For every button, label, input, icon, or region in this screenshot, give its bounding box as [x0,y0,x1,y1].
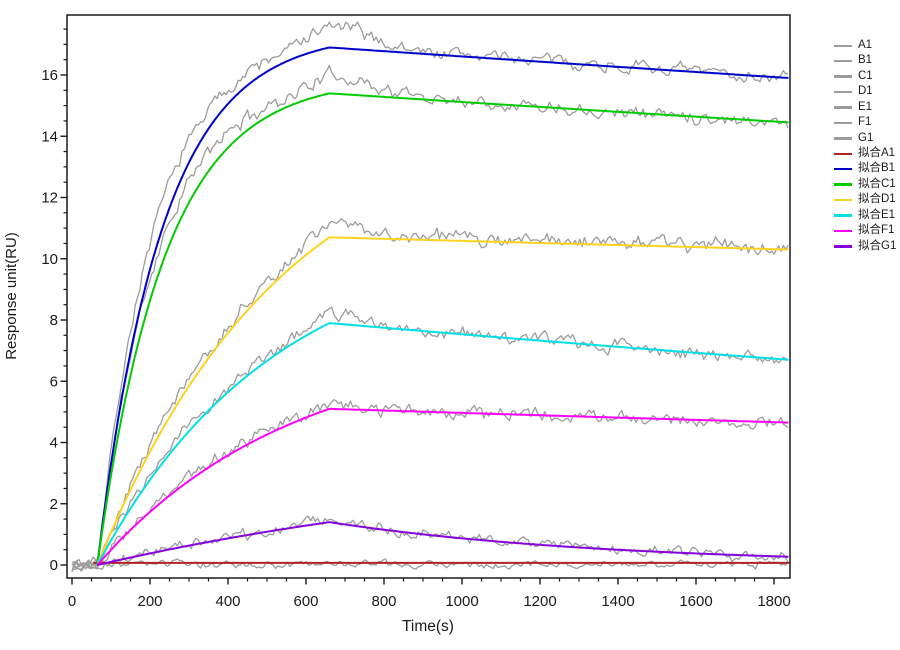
legend-swatch-icon [834,214,852,217]
series-curves [71,21,790,573]
legend-item-拟合F1: 拟合F1 [834,223,896,238]
legend-label: C1 [858,69,873,82]
legend-item-F1: F1 [834,115,896,130]
raw-series-G1 [71,515,789,570]
legend-label: 拟合G1 [858,239,897,252]
raw-series-E1 [71,306,789,572]
legend-swatch-icon [834,59,852,63]
legend-swatch-icon [834,121,852,125]
legend-label: D1 [858,85,873,98]
legend-swatch-icon [834,90,852,94]
legend-item-拟合C1: 拟合C1 [834,177,896,192]
x-tick-label: 200 [137,593,162,610]
legend-label: 拟合A1 [858,147,896,160]
fit-series-拟合D1 [96,236,789,566]
legend-item-B1: B1 [834,53,896,68]
legend-swatch-icon [834,168,852,171]
x-tick-label: 0 [68,593,76,610]
legend-label: 拟合C1 [858,177,896,190]
legend-label: G1 [858,131,874,144]
legend-label: B1 [858,54,873,67]
y-tick-label: 8 [50,312,58,329]
legend-label: 拟合B1 [858,162,896,175]
fit-series-拟合C1 [96,92,789,566]
raw-series-D1 [71,218,789,570]
x-tick-label: 1800 [757,593,790,610]
legend-item-拟合E1: 拟合E1 [834,208,896,223]
legend-item-G1: G1 [834,131,896,146]
legend-label: 拟合F1 [858,224,895,237]
x-tick-label: 800 [371,593,396,610]
raw-series-F1 [71,398,789,572]
legend-item-C1: C1 [834,69,896,84]
x-tick-label: 400 [215,593,240,610]
y-tick-label: 10 [41,251,58,268]
x-axis-label: Time(s) [402,618,454,635]
legend-swatch-icon [834,198,852,202]
legend-swatch-icon [834,245,852,248]
y-tick-label: 14 [41,128,58,145]
plot-frame [66,14,791,579]
y-tick-label: 12 [41,190,58,207]
x-tick-label: 1000 [445,593,478,610]
legend-item-E1: E1 [834,100,896,115]
tick-labels: 0 200 400 600 800 1000 1200 1400 1600 1800 0 2 4 6 8 10… [41,67,790,610]
fit-series-拟合F1 [96,407,789,566]
legend-label: A1 [858,38,873,51]
legend-item-拟合B1: 拟合B1 [834,162,896,177]
legend-item-拟合G1: 拟合G1 [834,239,896,254]
raw-series-C1 [71,64,789,570]
legend-item-D1: D1 [834,84,896,99]
legend-swatch-icon [834,106,852,109]
y-tick-label: 2 [50,496,58,513]
fit-series-拟合G1 [97,521,789,566]
legend-label: F1 [858,116,872,129]
x-tick-label: 600 [293,593,318,610]
legend-label: 拟合E1 [858,208,896,221]
legend-swatch-icon [834,137,852,140]
legend-item-A1: A1 [834,38,896,53]
axis-ticks [60,28,775,585]
legend-swatch-icon [834,75,852,78]
x-tick-label: 1400 [601,593,634,610]
y-tick-label: 16 [41,67,58,84]
y-tick-label: 0 [50,557,58,574]
legend-item-拟合D1: 拟合D1 [834,192,896,207]
legend-label: 拟合D1 [858,193,896,206]
legend-swatch-icon [834,229,852,233]
raw-series-A1 [71,558,789,570]
y-axis-label: Response unit(RU) [3,232,20,360]
legend-item-拟合A1: 拟合A1 [834,146,896,161]
y-tick-label: 4 [50,435,58,452]
legend: A1 B1 C1 D1 E1 F1 G1 拟合A1 拟合B1 拟合C1 拟合D1 拟合E1 拟合F1 拟合… [834,38,896,254]
raw-series-B1 [71,21,789,573]
fit-series-拟合B1 [96,46,789,566]
legend-swatch-icon [834,152,852,155]
legend-label: E1 [858,100,873,113]
legend-swatch-icon [834,44,852,47]
x-tick-label: 1200 [523,593,556,610]
fit-series-拟合E1 [96,322,789,566]
y-tick-label: 6 [50,373,58,390]
legend-swatch-icon [834,183,852,186]
x-tick-label: 1600 [679,593,712,610]
